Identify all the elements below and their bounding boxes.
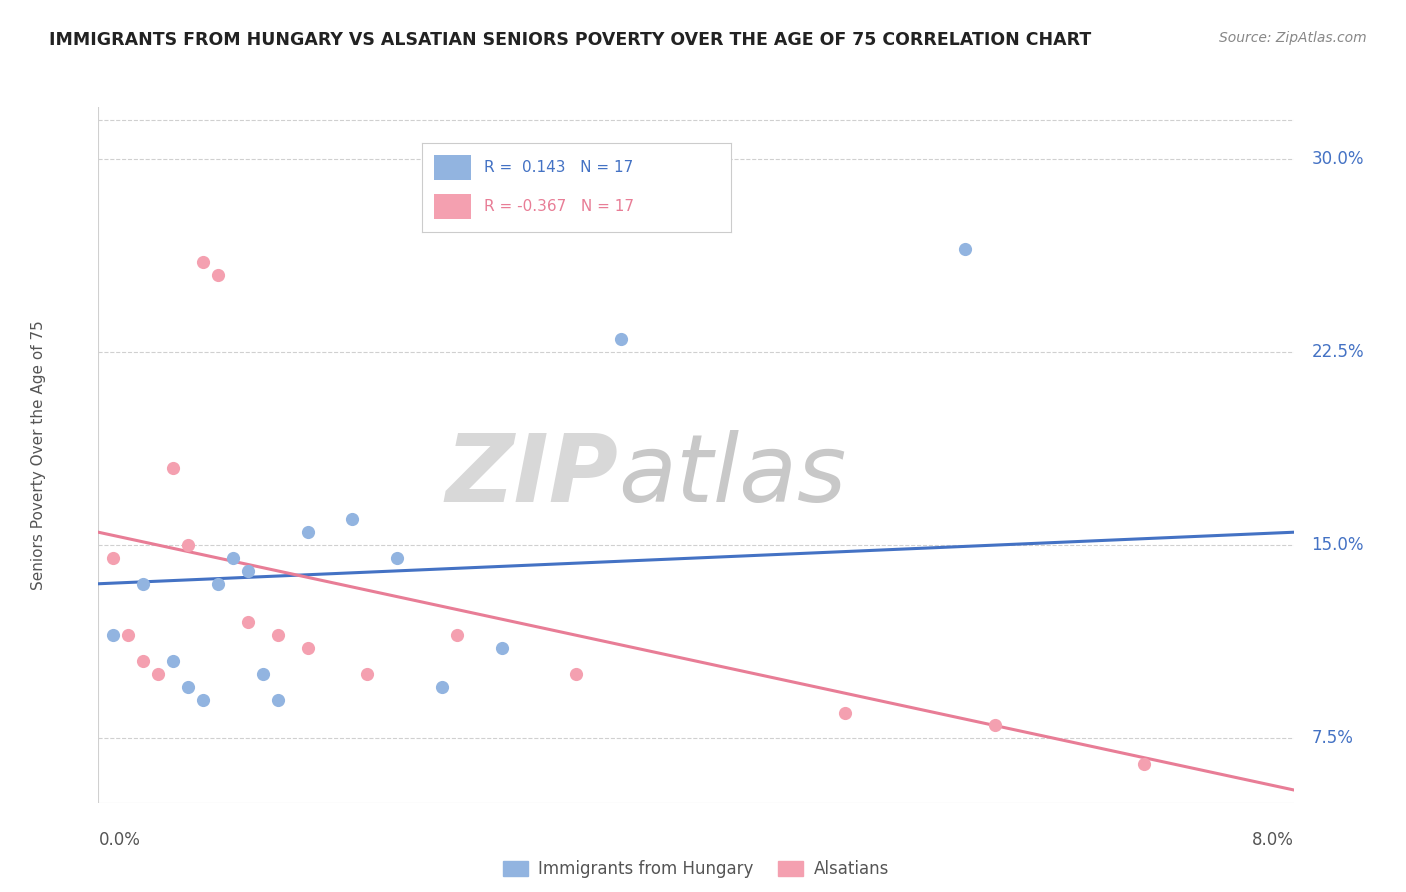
Point: [297, 525, 319, 540]
Text: 22.5%: 22.5%: [1312, 343, 1364, 361]
Point: [117, 628, 139, 642]
FancyBboxPatch shape: [434, 194, 471, 219]
Point: [103, 551, 125, 566]
Point: [491, 641, 513, 656]
Point: [207, 576, 229, 591]
Text: IMMIGRANTS FROM HUNGARY VS ALSATIAN SENIORS POVERTY OVER THE AGE OF 75 CORRELATI: IMMIGRANTS FROM HUNGARY VS ALSATIAN SENI…: [49, 31, 1091, 49]
Point: [177, 680, 200, 694]
Point: [342, 512, 364, 526]
Text: 0.0%: 0.0%: [98, 830, 141, 848]
Point: [252, 667, 274, 681]
Point: [297, 641, 319, 656]
Text: Seniors Poverty Over the Age of 75: Seniors Poverty Over the Age of 75: [31, 320, 46, 590]
Point: [610, 332, 633, 346]
Point: [236, 615, 259, 630]
Text: 7.5%: 7.5%: [1312, 730, 1354, 747]
Legend: Immigrants from Hungary, Alsatians: Immigrants from Hungary, Alsatians: [496, 854, 896, 885]
Point: [983, 718, 1005, 732]
Point: [267, 692, 290, 706]
Text: R = -0.367   N = 17: R = -0.367 N = 17: [484, 199, 634, 213]
Text: 8.0%: 8.0%: [1251, 830, 1294, 848]
Point: [834, 706, 856, 720]
Point: [132, 576, 155, 591]
Point: [953, 242, 976, 256]
Point: [222, 551, 245, 566]
Point: [148, 667, 170, 681]
Point: [565, 667, 588, 681]
Point: [162, 460, 184, 475]
Point: [446, 628, 468, 642]
Point: [267, 628, 290, 642]
Point: [191, 254, 214, 268]
Point: [385, 551, 409, 566]
Text: atlas: atlas: [619, 430, 846, 521]
Text: ZIP: ZIP: [446, 430, 619, 522]
Point: [236, 564, 259, 578]
Point: [356, 667, 378, 681]
Point: [207, 268, 229, 282]
Point: [132, 654, 155, 668]
Text: Source: ZipAtlas.com: Source: ZipAtlas.com: [1219, 31, 1367, 45]
Point: [430, 680, 453, 694]
Text: R =  0.143   N = 17: R = 0.143 N = 17: [484, 161, 633, 175]
Point: [191, 692, 214, 706]
Point: [1133, 757, 1156, 772]
Point: [177, 538, 200, 552]
Text: 30.0%: 30.0%: [1312, 150, 1364, 168]
FancyBboxPatch shape: [434, 155, 471, 180]
Point: [103, 628, 125, 642]
Text: 15.0%: 15.0%: [1312, 536, 1364, 554]
Point: [162, 654, 184, 668]
